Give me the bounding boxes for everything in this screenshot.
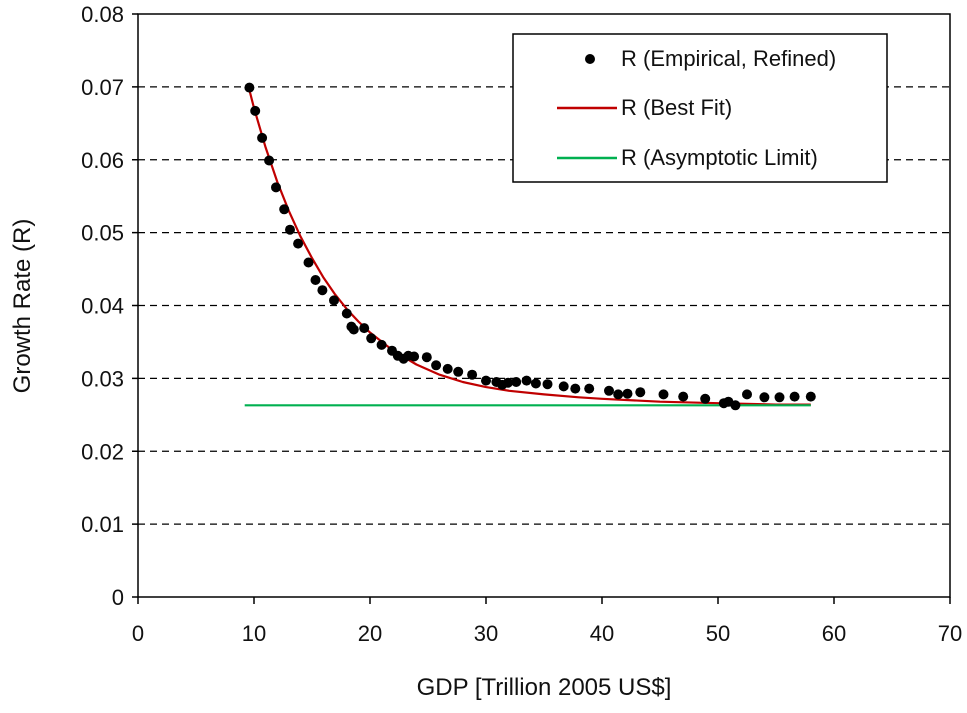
x-tick-label-4: 40	[590, 621, 614, 646]
y-tick-label-0: 0	[112, 585, 124, 610]
x-tick-label-5: 50	[706, 621, 730, 646]
data-point-0	[244, 82, 255, 93]
legend-marker-empirical	[585, 54, 595, 64]
data-point-4	[271, 182, 281, 193]
data-point-10	[317, 285, 328, 296]
x-tick-label-2: 20	[358, 621, 382, 646]
y-tick-label-1: 0.01	[81, 512, 124, 537]
data-point-32	[511, 377, 522, 387]
data-point-37	[570, 383, 581, 394]
data-point-28	[481, 375, 491, 386]
data-point-24	[431, 360, 442, 371]
data-point-51	[774, 392, 785, 403]
data-point-38	[584, 383, 595, 394]
data-point-27	[467, 369, 478, 380]
data-point-9	[310, 275, 321, 285]
legend-label-best-fit: R (Best Fit)	[621, 95, 732, 120]
data-point-25	[442, 363, 453, 374]
y-tick-label-8: 0.08	[81, 2, 124, 27]
x-tick-label-3: 30	[474, 621, 498, 646]
y-tick-label-2: 0.02	[81, 439, 124, 464]
data-point-11	[329, 295, 339, 306]
data-point-1	[250, 105, 261, 116]
data-point-48	[730, 400, 741, 411]
data-point-49	[742, 389, 752, 400]
legend-label-empirical: R (Empirical, Refined)	[621, 46, 836, 71]
x-axis-title: GDP [Trillion 2005 US$]	[417, 674, 672, 701]
axis-ticks	[132, 13, 951, 604]
data-series	[244, 82, 816, 411]
data-point-33	[521, 375, 532, 386]
y-tick-label-6: 0.06	[81, 148, 124, 173]
x-tick-label-6: 60	[822, 621, 846, 646]
y-tick-label-4: 0.04	[81, 294, 124, 319]
data-point-34	[530, 378, 541, 389]
x-tick-label-1: 10	[242, 621, 266, 646]
y-axis-title: Growth Rate (R)	[9, 219, 36, 394]
data-point-3	[264, 155, 275, 166]
data-point-12	[341, 308, 352, 319]
x-tick-label-0: 0	[132, 621, 144, 646]
data-point-17	[376, 339, 387, 350]
data-point-35	[542, 379, 553, 390]
data-point-2	[257, 132, 268, 143]
data-point-50	[759, 392, 770, 403]
y-tick-label-7: 0.07	[81, 75, 124, 100]
data-point-5	[279, 204, 290, 215]
data-point-44	[678, 391, 689, 402]
data-point-14	[348, 324, 359, 335]
data-point-8	[303, 257, 314, 268]
data-point-42	[635, 387, 646, 398]
data-point-15	[359, 323, 370, 334]
data-point-39	[604, 385, 614, 396]
data-point-16	[366, 333, 377, 344]
data-point-40	[613, 389, 624, 400]
x-tick-label-7: 70	[938, 621, 962, 646]
legend-label-asymptotic: R (Asymptotic Limit)	[621, 145, 818, 170]
data-point-22	[409, 351, 420, 362]
data-point-23	[421, 352, 432, 363]
data-point-43	[658, 389, 669, 400]
data-point-31	[503, 377, 513, 388]
y-tick-label-5: 0.05	[81, 221, 124, 246]
data-point-41	[622, 388, 633, 399]
data-point-45	[700, 393, 711, 404]
data-point-26	[453, 366, 464, 377]
data-point-36	[558, 381, 569, 392]
data-point-53	[805, 391, 816, 402]
tick-labels: 0 0.01 0.02 0.03 0.04 0.05 0.06 0.07 0.08 0 10 20 30…	[81, 2, 962, 646]
legend: R (Empirical, Refined) R (Best Fit) R (A…	[512, 33, 888, 183]
data-point-7	[293, 238, 304, 249]
data-point-6	[285, 224, 295, 235]
data-point-52	[789, 391, 800, 402]
y-tick-label-3: 0.03	[81, 366, 124, 391]
